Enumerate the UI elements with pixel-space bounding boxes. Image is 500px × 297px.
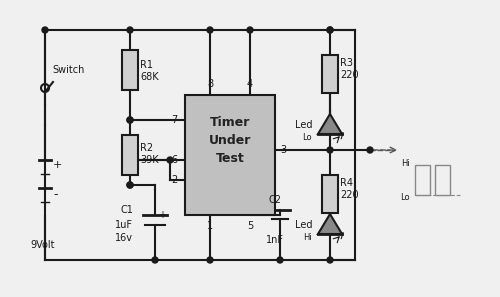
Text: C2: C2 bbox=[268, 195, 281, 205]
Text: R4: R4 bbox=[340, 178, 353, 188]
Text: 9Volt: 9Volt bbox=[30, 240, 54, 250]
Circle shape bbox=[127, 27, 133, 33]
Text: +: + bbox=[53, 160, 62, 170]
Circle shape bbox=[327, 27, 333, 33]
Circle shape bbox=[127, 117, 133, 123]
Circle shape bbox=[367, 147, 373, 153]
Text: Led: Led bbox=[294, 120, 312, 130]
Text: 220: 220 bbox=[340, 70, 358, 80]
Text: 1: 1 bbox=[207, 221, 213, 231]
Bar bbox=[322, 55, 338, 93]
Circle shape bbox=[42, 27, 48, 33]
Text: 3: 3 bbox=[280, 145, 286, 155]
Text: 5: 5 bbox=[247, 221, 253, 231]
Circle shape bbox=[327, 147, 333, 153]
Circle shape bbox=[207, 257, 213, 263]
Text: Under: Under bbox=[209, 135, 251, 148]
Circle shape bbox=[152, 257, 158, 263]
Bar bbox=[415, 165, 430, 195]
Text: Timer: Timer bbox=[210, 116, 250, 129]
Polygon shape bbox=[318, 214, 342, 234]
Text: 16v: 16v bbox=[115, 233, 133, 243]
Circle shape bbox=[127, 182, 133, 188]
Text: 7: 7 bbox=[171, 115, 177, 125]
Text: 1uF: 1uF bbox=[115, 220, 133, 230]
Circle shape bbox=[277, 257, 283, 263]
Circle shape bbox=[327, 27, 333, 33]
Polygon shape bbox=[318, 114, 342, 134]
Text: R3: R3 bbox=[340, 58, 353, 68]
Text: 2: 2 bbox=[171, 175, 177, 185]
Text: C1: C1 bbox=[120, 205, 133, 215]
Text: Hi: Hi bbox=[303, 233, 312, 241]
Text: 68K: 68K bbox=[140, 72, 158, 82]
Text: Led: Led bbox=[294, 220, 312, 230]
Text: R1: R1 bbox=[140, 60, 153, 70]
Circle shape bbox=[127, 117, 133, 123]
Bar bbox=[435, 165, 450, 195]
Text: +: + bbox=[158, 210, 166, 220]
Bar bbox=[122, 135, 138, 175]
Bar bbox=[185, 95, 275, 215]
Text: 6: 6 bbox=[171, 155, 177, 165]
Text: 4: 4 bbox=[247, 79, 253, 89]
Text: 220: 220 bbox=[340, 190, 358, 200]
Text: Lo: Lo bbox=[302, 132, 312, 141]
Circle shape bbox=[247, 27, 253, 33]
Circle shape bbox=[127, 182, 133, 188]
Text: Test: Test bbox=[216, 152, 244, 165]
Circle shape bbox=[207, 27, 213, 33]
Text: R2: R2 bbox=[140, 143, 153, 153]
Text: Hi: Hi bbox=[401, 159, 410, 168]
Text: -: - bbox=[53, 189, 58, 201]
Text: Lo: Lo bbox=[400, 192, 410, 201]
Text: 1nF: 1nF bbox=[266, 235, 284, 245]
Bar bbox=[122, 50, 138, 90]
Bar bbox=[322, 175, 338, 213]
Text: 8: 8 bbox=[207, 79, 213, 89]
Text: 39K: 39K bbox=[140, 155, 158, 165]
Circle shape bbox=[327, 257, 333, 263]
Text: Switch: Switch bbox=[52, 65, 84, 75]
Circle shape bbox=[167, 157, 173, 163]
